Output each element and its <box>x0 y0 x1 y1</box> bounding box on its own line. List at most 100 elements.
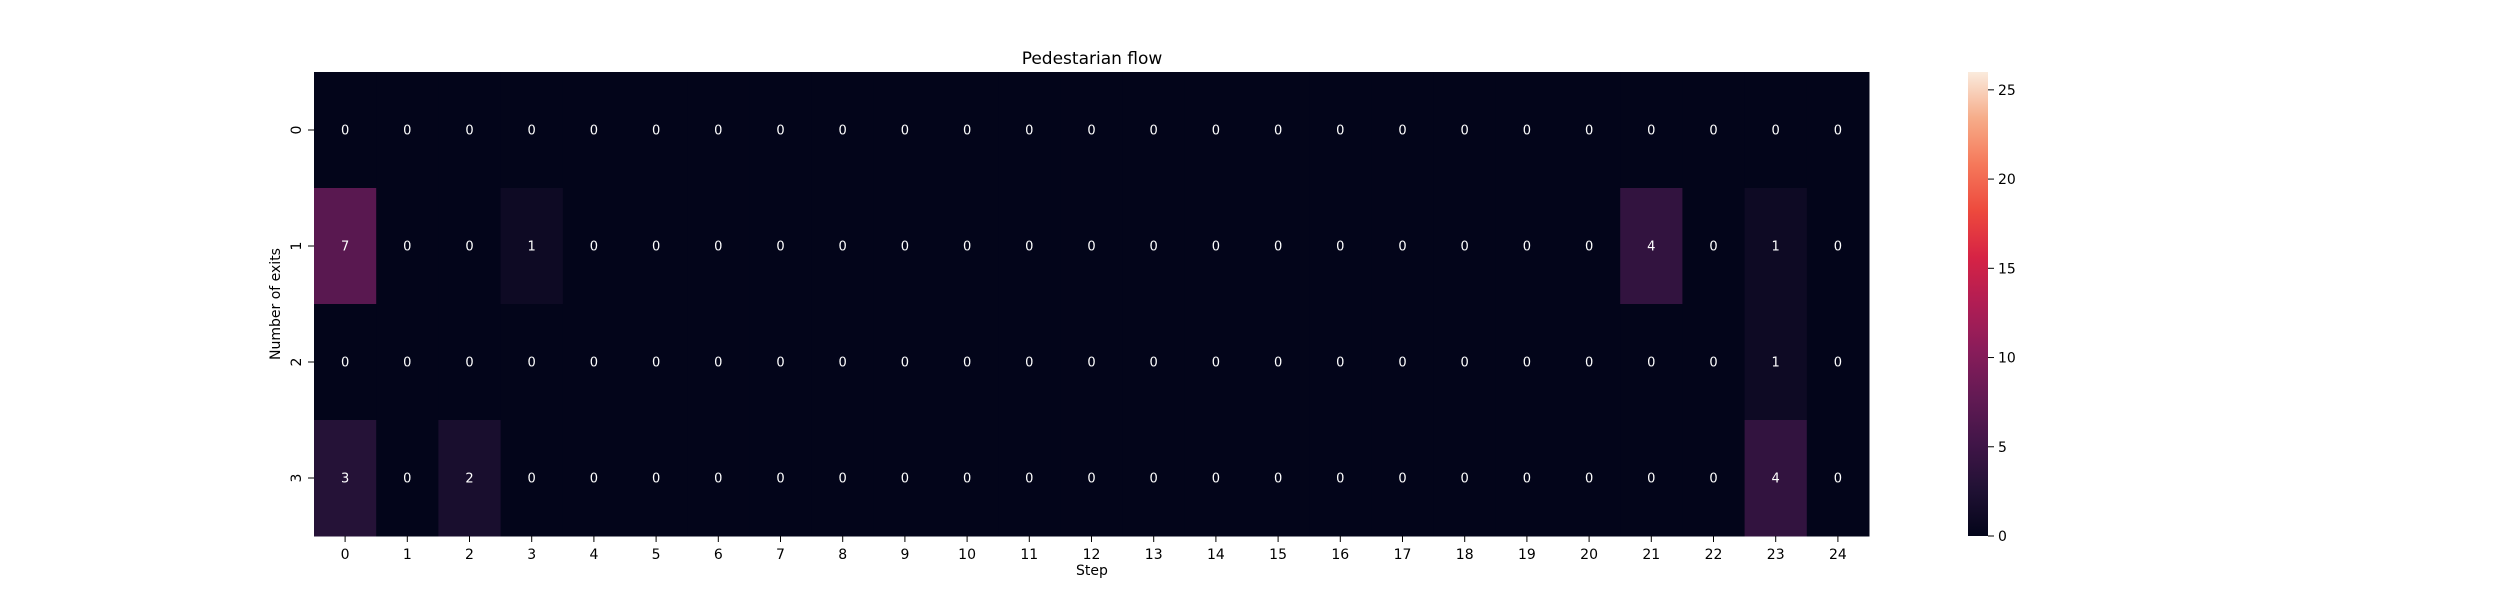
heatmap-cell <box>314 420 377 537</box>
cell-value-label: 0 <box>901 472 909 487</box>
x-tick-label: 5 <box>652 547 661 563</box>
x-tick-label: 0 <box>341 547 350 563</box>
x-tick-label: 4 <box>589 547 598 563</box>
cell-value-label: 0 <box>403 124 411 139</box>
cell-value-label: 0 <box>1212 472 1220 487</box>
cell-value-label: 0 <box>714 240 722 255</box>
cell-value-label: 0 <box>1523 356 1531 371</box>
heatmap-cell <box>873 304 937 421</box>
cell-value-label: 0 <box>1647 472 1655 487</box>
heatmap-cell <box>1433 72 1497 189</box>
y-tick-label: 3 <box>289 474 305 483</box>
colorbar-tick-label: 10 <box>1998 351 2016 367</box>
heatmap-cell <box>1309 72 1372 189</box>
cell-value-label: 0 <box>1274 124 1282 139</box>
heatmap-cell <box>376 304 439 421</box>
heatmap-cell <box>625 72 688 189</box>
heatmap-cell <box>687 188 750 305</box>
cell-value-label: 0 <box>1709 124 1717 139</box>
cell-value-label: 0 <box>403 240 411 255</box>
heatmap-cell <box>1558 188 1621 305</box>
heatmap-cell <box>749 188 813 305</box>
cell-value-label: 0 <box>1834 124 1842 139</box>
heatmap-cell <box>376 188 439 305</box>
heatmap-cell <box>1184 72 1248 189</box>
heatmap-cell <box>1433 188 1497 305</box>
heatmap-cell <box>376 72 439 189</box>
cell-value-label: 0 <box>1461 124 1469 139</box>
cell-value-label: 0 <box>1709 240 1717 255</box>
heatmap-cell-labels: 0 0 0 0 0 0 0 0 0 0 0 0 0 0 0 0 0 0 0 0 0 0 0 0 0 7 0 0 1 0 0 0 0 0 0 0 0 0 0 0… <box>341 124 1842 487</box>
cell-value-label: 0 <box>901 124 909 139</box>
heatmap-cell <box>998 188 1061 305</box>
cell-value-label: 0 <box>403 472 411 487</box>
cell-value-label: 0 <box>652 356 660 371</box>
cell-value-label: 0 <box>1461 240 1469 255</box>
cell-value-label: 0 <box>652 124 660 139</box>
cell-value-label: 0 <box>528 472 536 487</box>
x-tick-label: 9 <box>900 547 909 563</box>
cell-value-label: 0 <box>1274 472 1282 487</box>
cell-value-label: 0 <box>839 472 847 487</box>
heatmap-cell <box>998 420 1061 537</box>
heatmap-cell <box>1620 420 1683 537</box>
cell-value-label: 0 <box>652 240 660 255</box>
colorbar-tick-label: 20 <box>1998 172 2016 188</box>
cell-value-label: 0 <box>1585 356 1593 371</box>
heatmap-cell <box>1122 72 1186 189</box>
cell-value-label: 0 <box>465 240 473 255</box>
chart-title: Pedestarian flow <box>1022 49 1163 69</box>
heatmap-cell <box>1744 304 1808 421</box>
cell-value-label: 0 <box>1274 356 1282 371</box>
heatmap-cell <box>562 188 626 305</box>
x-tick-label: 22 <box>1705 547 1723 563</box>
heatmap-cell <box>749 72 813 189</box>
colorbar-tick-label: 0 <box>1998 529 2007 545</box>
cell-value-label: 0 <box>963 356 971 371</box>
heatmap-cell <box>1620 304 1683 421</box>
heatmap-cell <box>749 304 813 421</box>
cell-value-label: 0 <box>1647 356 1655 371</box>
x-axis-ticks: 0 1 2 3 4 5 6 7 8 9 10 11 12 13 14 15 16 17 18 19 20 21 22 23 24 <box>341 536 1847 563</box>
x-tick-label: 8 <box>838 547 847 563</box>
cell-value-label: 0 <box>1398 124 1406 139</box>
heatmap-cell <box>936 188 999 305</box>
x-tick-label: 19 <box>1518 547 1536 563</box>
heatmap-cell <box>1433 420 1497 537</box>
heatmap-cell <box>1620 188 1683 305</box>
cell-value-label: 0 <box>1150 124 1158 139</box>
cell-value-label: 0 <box>1025 356 1033 371</box>
cell-value-label: 4 <box>1772 472 1780 487</box>
heatmap-cell <box>1371 188 1435 305</box>
cell-value-label: 0 <box>1212 124 1220 139</box>
cell-value-label: 0 <box>1087 124 1095 139</box>
heatmap-cell <box>1620 72 1683 189</box>
heatmap-cell <box>936 304 999 421</box>
heatmap-cell <box>438 304 502 421</box>
cell-value-label: 0 <box>714 124 722 139</box>
cell-value-label: 0 <box>1398 240 1406 255</box>
cell-value-label: 0 <box>590 240 598 255</box>
cell-value-label: 0 <box>403 356 411 371</box>
heatmap-cell <box>1495 72 1559 189</box>
x-tick-label: 15 <box>1269 547 1287 563</box>
cell-value-label: 2 <box>465 472 473 487</box>
cell-value-label: 0 <box>839 240 847 255</box>
x-tick-label: 13 <box>1145 547 1163 563</box>
heatmap-cell <box>1122 188 1186 305</box>
cell-value-label: 1 <box>528 240 536 255</box>
x-tick-label: 6 <box>714 547 723 563</box>
heatmap-cell <box>1309 188 1372 305</box>
heatmap-cell <box>687 420 750 537</box>
cell-value-label: 1 <box>1772 356 1780 371</box>
heatmap-cell <box>811 420 875 537</box>
cell-value-label: 0 <box>1709 356 1717 371</box>
x-tick-label: 21 <box>1642 547 1660 563</box>
cell-value-label: 0 <box>1336 240 1344 255</box>
cell-value-label: 0 <box>528 356 536 371</box>
heatmap-cell <box>1682 188 1746 305</box>
heatmap-cell <box>687 304 750 421</box>
heatmap-cell <box>936 72 999 189</box>
heatmap-cell <box>1247 188 1310 305</box>
